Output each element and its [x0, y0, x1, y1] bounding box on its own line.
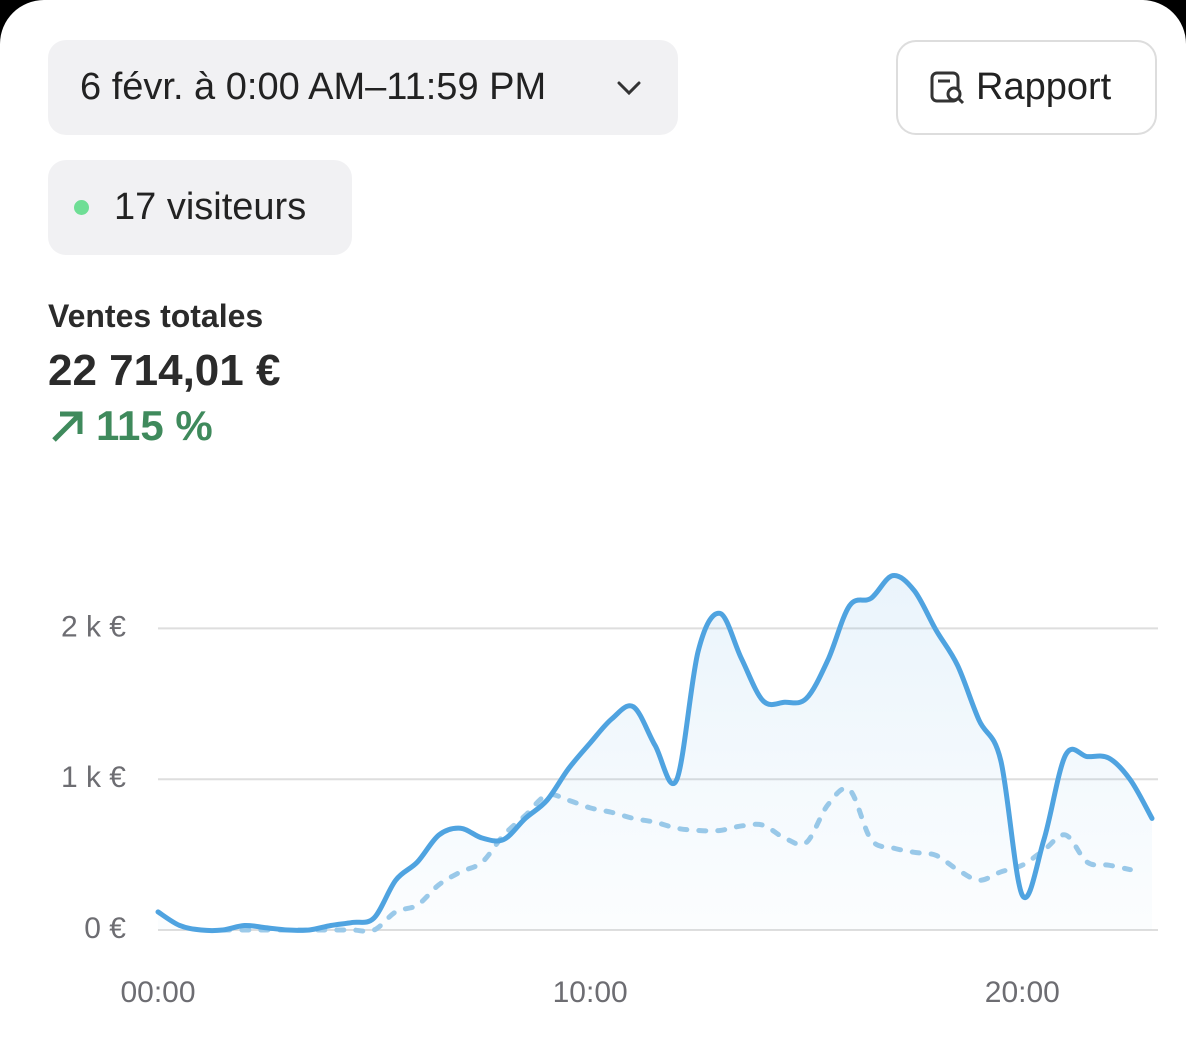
report-label: Rapport [976, 66, 1112, 108]
report-button[interactable]: Rapport [896, 40, 1157, 135]
area [158, 575, 1152, 931]
live-dot [74, 200, 89, 215]
sales-title: Ventes totales [48, 298, 264, 334]
y-tick-label: 1 k € [61, 761, 126, 794]
change-value: 115 % [96, 402, 213, 449]
date-picker[interactable]: 6 févr. à 0:00 AM–11:59 PM [48, 40, 678, 135]
visitors: 17 visiteurs [114, 186, 307, 228]
date-range: 6 févr. à 0:00 AM–11:59 PM [80, 66, 547, 108]
report-icon [930, 71, 965, 104]
visitors-pill: 17 visiteurs [48, 160, 352, 255]
x-tick-label: 20:00 [985, 976, 1060, 1009]
x-tick-label: 00:00 [120, 976, 195, 1009]
sales-change: 115 % [48, 402, 213, 450]
chevron [617, 81, 641, 96]
line [155, 573, 1155, 934]
up-arrow [52, 411, 83, 442]
x-tick-label: 10:00 [553, 976, 628, 1009]
y-tick-label: 2 k € [61, 610, 126, 643]
y-tick-label: 0 € [84, 912, 126, 945]
sales-total: 22 714,01 € [48, 346, 281, 395]
